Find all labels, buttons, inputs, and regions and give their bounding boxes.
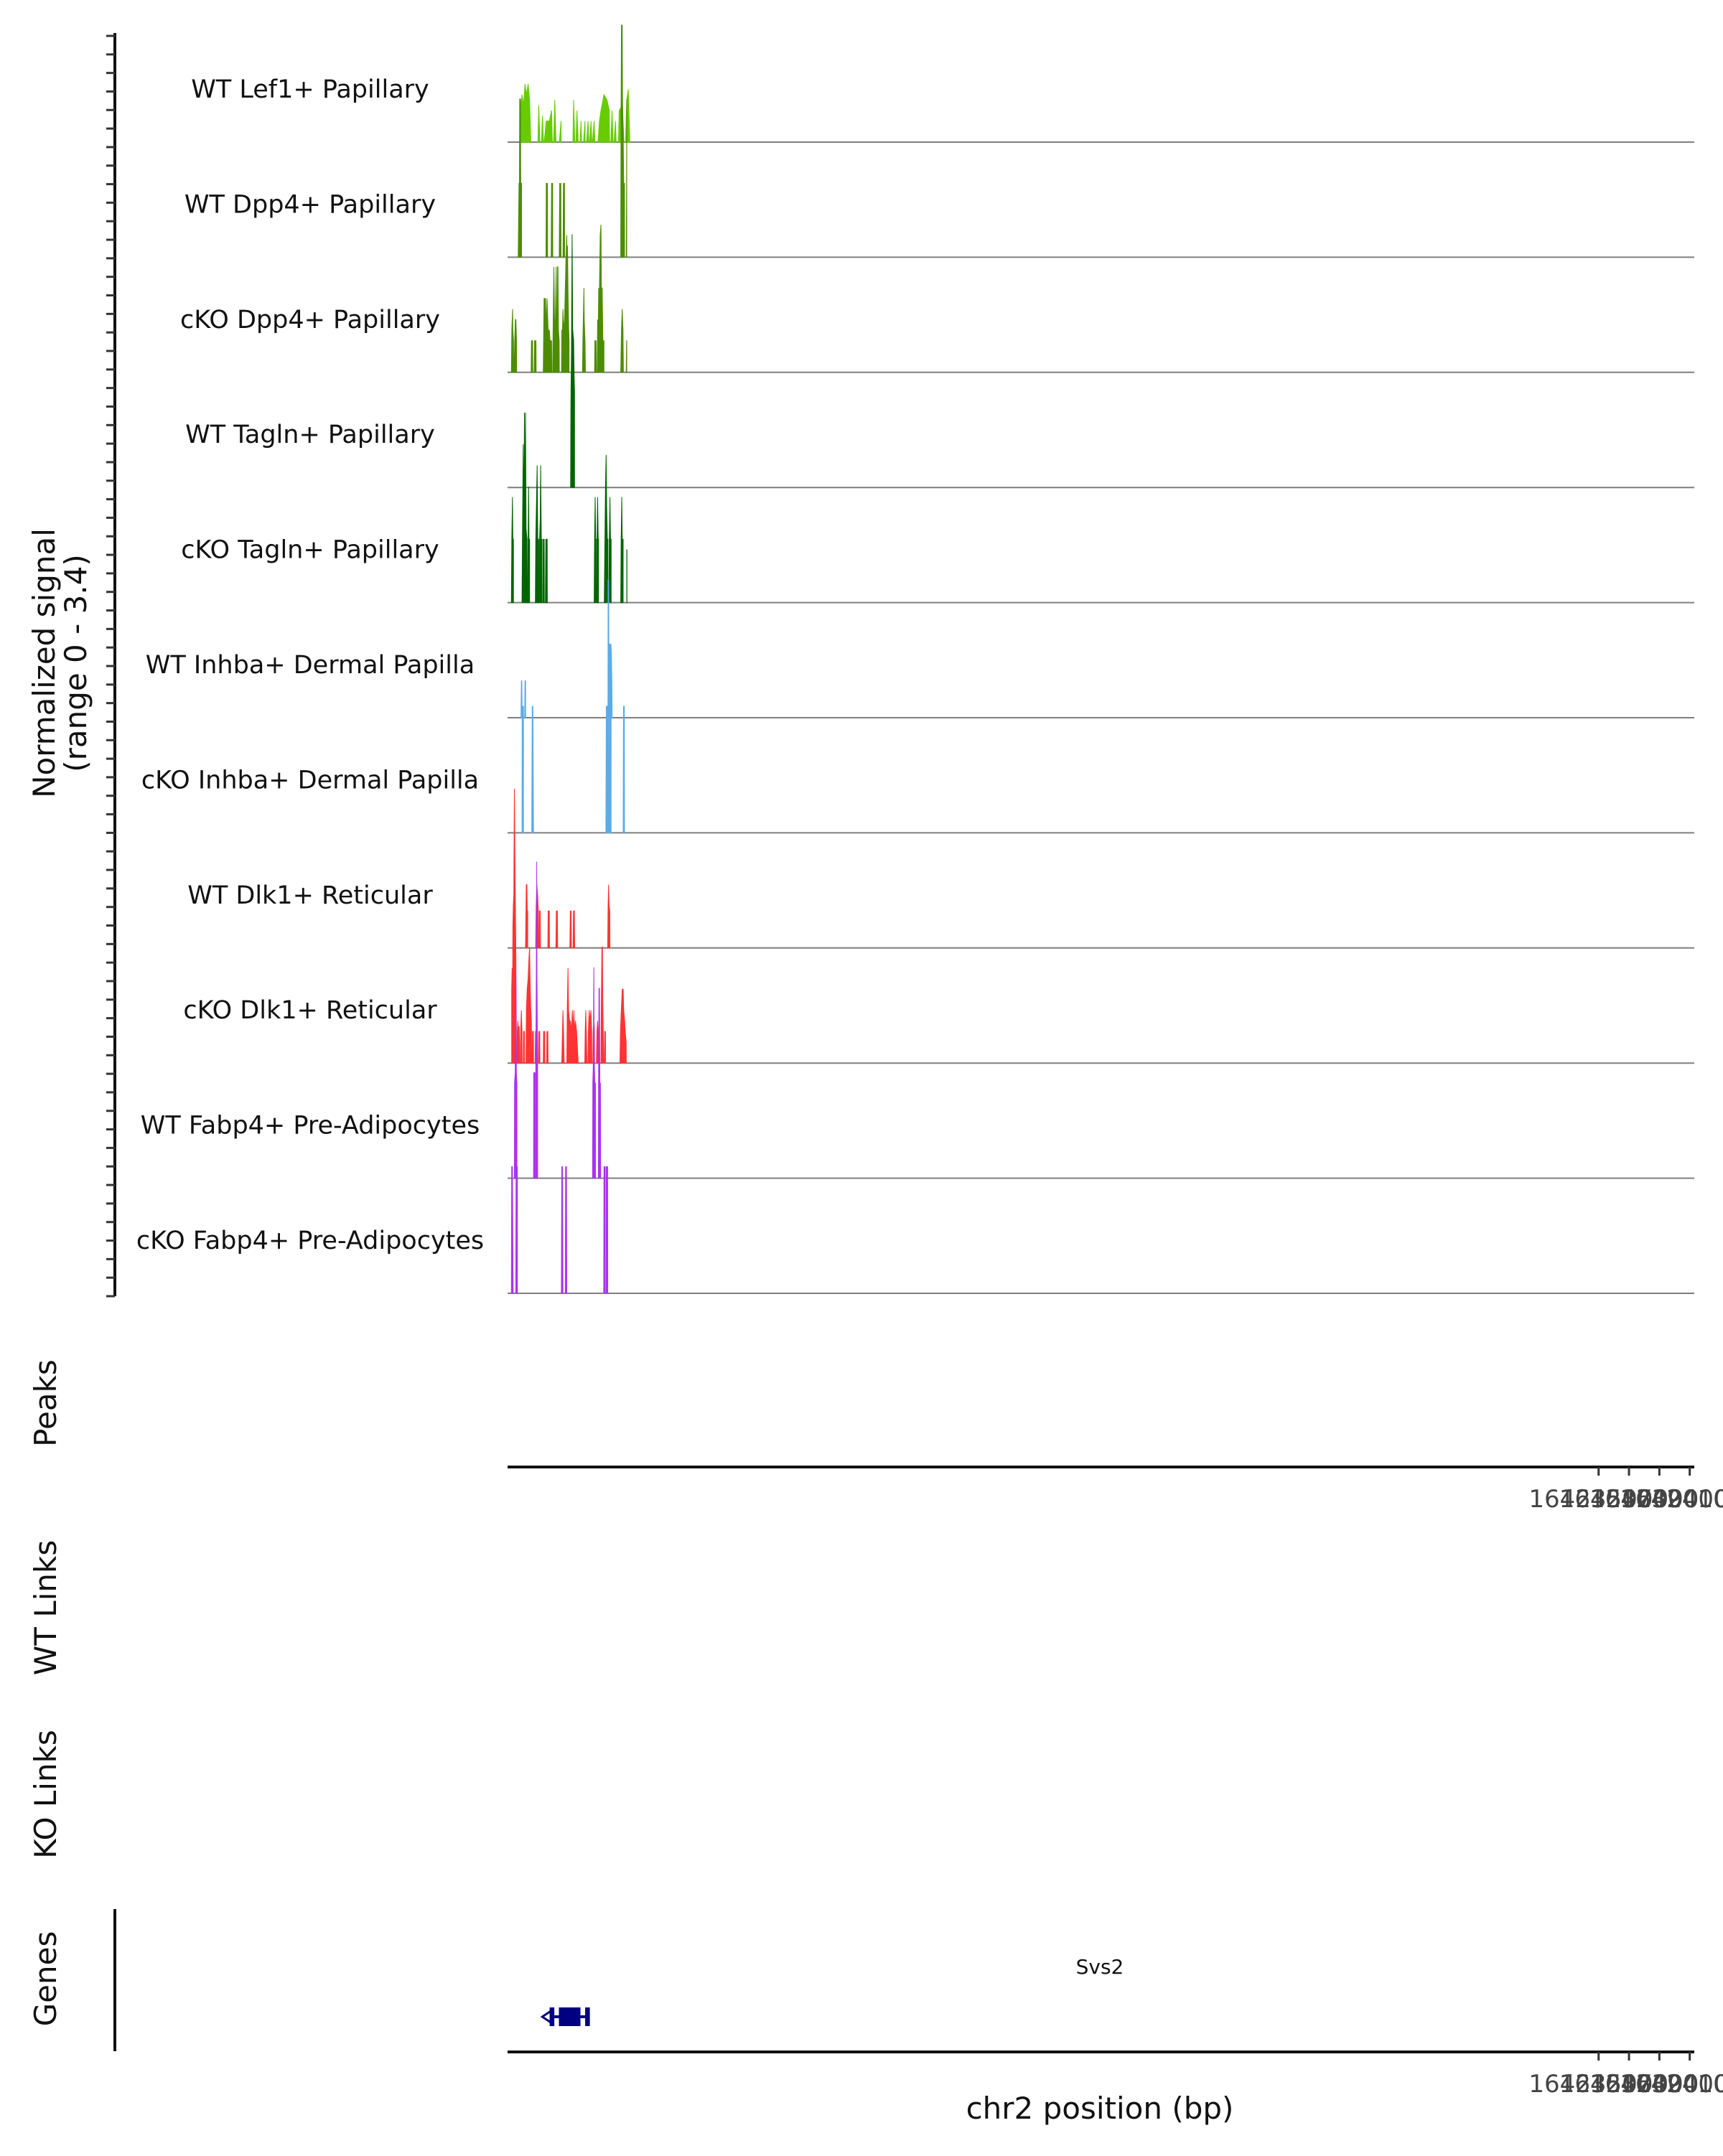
track-peak: [523, 1031, 525, 1063]
track-peak: [604, 1031, 606, 1063]
track-peak: [548, 911, 549, 948]
panel-label-ko-links: KO Links: [28, 1730, 63, 1859]
panel-label-wt-links: WT Links: [28, 1540, 63, 1675]
y-axis-title-line1: Normalized signal: [27, 528, 62, 798]
track-peak: [565, 1167, 566, 1293]
track-peak: [543, 1031, 545, 1063]
track-label: cKO Tagln+ Papillary: [181, 536, 439, 565]
track-peak: [534, 341, 536, 372]
track-peak: [538, 1031, 540, 1063]
track-peak: [532, 1031, 533, 1063]
track-peak: [543, 539, 544, 602]
track-label: WT Fabp4+ Pre-Adipocytes: [141, 1112, 480, 1140]
track-peak: [517, 1021, 520, 1063]
track-peak: [561, 1167, 563, 1293]
track-label: cKO Dpp4+ Papillary: [180, 306, 440, 334]
track-peak: [570, 911, 571, 948]
track-peak: [539, 911, 541, 948]
track-label: WT Inhba+ Dermal Papilla: [146, 651, 475, 680]
track-label: cKO Fabp4+ Pre-Adipocytes: [136, 1227, 484, 1255]
track-peak: [626, 341, 627, 372]
track-peak: [559, 184, 561, 258]
track-peak: [532, 706, 534, 833]
track-label: WT Dpp4+ Papillary: [185, 190, 436, 219]
genes-x-tick-label: 164241000: [1620, 2070, 1723, 2099]
panel-label-peaks: Peaks: [28, 1359, 63, 1447]
track-peak: [604, 1167, 605, 1293]
track-peak: [563, 184, 564, 258]
track-peak: [623, 706, 625, 833]
track-label: WT Dlk1+ Reticular: [187, 881, 433, 910]
track-peak: [546, 184, 548, 258]
y-axis-title-line2: (range 0 - 3.4): [58, 554, 93, 772]
track-peak: [551, 184, 553, 258]
track-peak: [546, 539, 548, 602]
track-peak: [515, 1167, 517, 1293]
x-axis-title: chr2 position (bp): [966, 2091, 1234, 2126]
track-peak: [610, 706, 611, 833]
track-peak: [556, 911, 558, 948]
gene-exon: [559, 2007, 580, 2026]
gene-exon: [550, 2007, 555, 2026]
track-peak: [533, 1073, 535, 1178]
track-peak: [531, 341, 533, 372]
peaks-x-tick-label: 164241000: [1620, 1485, 1723, 1514]
track-label: WT Lef1+ Papillary: [191, 75, 429, 104]
track-label: WT Tagln+ Papillary: [185, 421, 435, 449]
track-peak: [553, 267, 559, 372]
track-peak: [608, 580, 610, 833]
gene-exon: [585, 2007, 590, 2026]
track-label: cKO Dlk1+ Reticular: [183, 996, 437, 1025]
track-peak: [588, 1011, 592, 1064]
gene-label: Svs2: [1076, 1955, 1124, 1979]
panel-label-genes: Genes: [28, 1931, 63, 2027]
track-label: cKO Inhba+ Dermal Papilla: [141, 766, 479, 795]
track-peak: [522, 706, 523, 833]
track-peak: [511, 1167, 513, 1293]
track-peak: [573, 911, 574, 948]
track-peak: [606, 1167, 607, 1293]
track-peak: [525, 681, 526, 718]
track-peak: [606, 706, 607, 833]
track-peak: [546, 1031, 548, 1063]
track-peak: [594, 341, 597, 372]
